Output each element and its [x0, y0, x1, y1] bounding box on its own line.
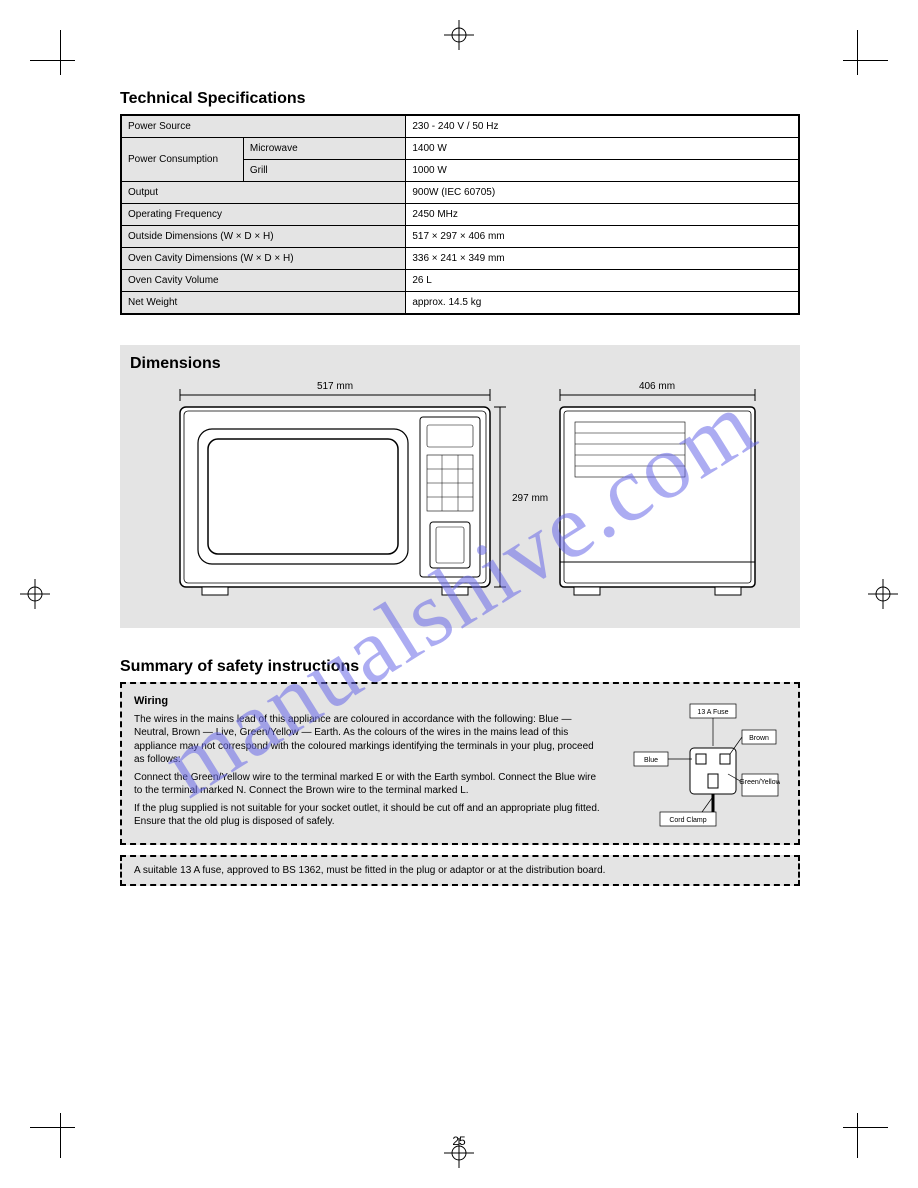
svg-text:Green/Yellow: Green/Yellow	[739, 779, 780, 786]
spec-label: Power Consumption	[122, 138, 244, 182]
crop-mark	[857, 1113, 858, 1158]
spec-value: 1000 W	[406, 160, 799, 182]
crop-mark	[60, 30, 61, 75]
spec-label: Grill	[243, 160, 405, 182]
crop-mark	[857, 30, 858, 75]
wiring-text: The wires in the mains lead of this appl…	[134, 713, 603, 767]
spec-value: 26 L	[406, 270, 799, 292]
spec-label: Power Source	[122, 116, 406, 138]
registration-mark	[444, 20, 474, 50]
dim-depth-label: 406 mm	[639, 381, 675, 392]
spec-label: Operating Frequency	[122, 204, 406, 226]
svg-text:Cord Clamp: Cord Clamp	[669, 817, 706, 824]
spec-value: 2450 MHz	[406, 204, 799, 226]
dimensions-panel: Dimensions 517 mm	[120, 345, 800, 628]
svg-text:Blue: Blue	[644, 757, 658, 764]
wiring-box: Wiring The wires in the mains lead of th…	[120, 682, 800, 845]
spec-title: Technical Specifications	[120, 90, 800, 108]
plug-diagram: 13 A Fuse Brown Blue Green/Yellow Cord C…	[630, 702, 780, 847]
spec-value: 230 - 240 V / 50 Hz	[406, 116, 799, 138]
spec-value: 517 × 297 × 406 mm	[406, 226, 799, 248]
spec-label: Net Weight	[122, 292, 406, 314]
fuse-note-box: A suitable 13 A fuse, approved to BS 136…	[120, 855, 800, 886]
spec-table: Power Source 230 - 240 V / 50 Hz Power C…	[120, 114, 800, 315]
fuse-note: A suitable 13 A fuse, approved to BS 136…	[134, 865, 605, 876]
spec-label: Oven Cavity Volume	[122, 270, 406, 292]
spec-label: Outside Dimensions (W × D × H)	[122, 226, 406, 248]
spec-value: 336 × 241 × 349 mm	[406, 248, 799, 270]
spec-label: Output	[122, 182, 406, 204]
svg-text:13 A Fuse: 13 A Fuse	[697, 709, 728, 716]
page-number: 25	[452, 1134, 465, 1148]
spec-value: approx. 14.5 kg	[406, 292, 799, 314]
wiring-text: Connect the Green/Yellow wire to the ter…	[134, 771, 603, 798]
dim-width-label: 517 mm	[317, 381, 353, 392]
microwave-diagram: 517 mm	[140, 377, 780, 622]
spec-label: Microwave	[243, 138, 405, 160]
dim-title: Dimensions	[130, 355, 790, 373]
wiring-text: If the plug supplied is not suitable for…	[134, 802, 603, 829]
svg-text:Brown: Brown	[749, 735, 769, 742]
page-content: Technical Specifications Power Source 23…	[120, 90, 800, 1100]
crop-mark	[843, 60, 888, 61]
spec-value: 900W (IEC 60705)	[406, 182, 799, 204]
crop-mark	[30, 60, 75, 61]
crop-mark	[30, 1127, 75, 1128]
dim-height-label: 297 mm	[512, 493, 548, 504]
registration-mark	[20, 579, 50, 609]
spec-value: 1400 W	[406, 138, 799, 160]
spec-label: Oven Cavity Dimensions (W × D × H)	[122, 248, 406, 270]
crop-mark	[60, 1113, 61, 1158]
summary-title: Summary of safety instructions	[120, 658, 800, 676]
crop-mark	[843, 1127, 888, 1128]
registration-mark	[868, 579, 898, 609]
